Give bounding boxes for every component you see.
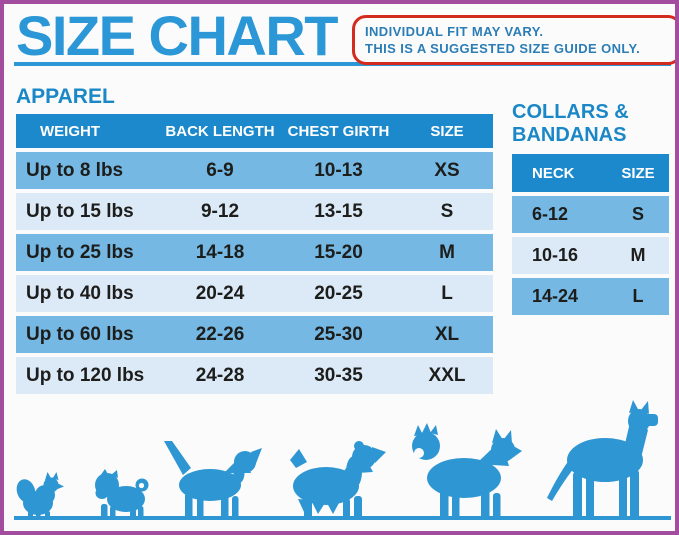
cell-size: XXL — [428, 364, 466, 386]
cell-back-length: 14-18 — [195, 241, 245, 263]
dog-pomeranian-icon — [16, 472, 64, 520]
collars-size-table: NECK SIZE 6-12 S 10-16 M 14-24 L — [512, 154, 669, 315]
apparel-section-heading: APPAREL — [16, 85, 115, 108]
table-row: Up to 60 lbs 22-26 25-30 XL — [16, 316, 493, 353]
cell-chest-girth: 13-15 — [314, 200, 363, 222]
cell-weight: Up to 8 lbs — [26, 159, 124, 181]
cell-size: M — [439, 241, 455, 263]
cell-chest-girth: 25-30 — [314, 323, 363, 345]
cell-weight: Up to 120 lbs — [26, 364, 145, 386]
cell-neck: 6-12 — [532, 204, 569, 224]
cell-chest-girth: 10-13 — [314, 159, 363, 181]
cell-size: S — [440, 200, 454, 222]
table-row: 10-16 M — [512, 237, 669, 274]
table-row: 6-12 S — [512, 196, 669, 233]
dog-cocker-spaniel-icon — [290, 441, 386, 520]
cell-chest-girth: 20-25 — [314, 282, 363, 304]
dog-pug-icon — [95, 469, 149, 520]
apparel-col-back-length: BACK LENGTH — [165, 122, 275, 140]
dog-beagle-icon — [164, 441, 262, 520]
apparel-table-header-row: WEIGHT BACK LENGTH CHEST GIRTH SIZE — [16, 114, 493, 148]
dog-great-dane-icon — [547, 400, 658, 520]
apparel-col-weight: WEIGHT — [40, 122, 100, 140]
cell-chest-girth: 15-20 — [314, 241, 363, 263]
disclaimer-line-2: THIS IS A SUGGESTED SIZE GUIDE ONLY. — [365, 41, 641, 56]
cell-weight: Up to 25 lbs — [26, 241, 134, 263]
cell-back-length: 9-12 — [200, 200, 240, 222]
cell-size: XL — [434, 323, 460, 345]
collars-col-neck: NECK — [532, 164, 575, 182]
apparel-size-table: WEIGHT BACK LENGTH CHEST GIRTH SIZE Up t… — [16, 114, 493, 394]
cell-size: M — [630, 245, 646, 265]
page-title: SIZE CHART — [16, 4, 339, 67]
cell-neck: 10-16 — [532, 245, 579, 265]
disclaimer-line-1: INDIVIDUAL FIT MAY VARY. — [365, 24, 544, 39]
collars-heading-line-1: COLLARS & — [512, 101, 629, 123]
table-row: Up to 15 lbs 9-12 13-15 S — [16, 193, 493, 230]
dog-husky-icon — [412, 423, 522, 520]
apparel-col-size: SIZE — [430, 122, 464, 140]
cell-size: L — [632, 286, 644, 306]
ground-line — [14, 516, 671, 520]
collars-table-header-row: NECK SIZE — [512, 154, 669, 192]
table-row: Up to 120 lbs 24-28 30-35 XXL — [16, 357, 493, 394]
table-row: Up to 25 lbs 14-18 15-20 M — [16, 234, 493, 271]
cell-back-length: 6-9 — [206, 159, 234, 181]
apparel-col-chest-girth: CHEST GIRTH — [287, 122, 390, 140]
cell-chest-girth: 30-35 — [314, 364, 363, 386]
disclaimer-box: INDIVIDUAL FIT MAY VARY. THIS IS A SUGGE… — [352, 15, 675, 65]
cell-size: S — [631, 204, 644, 224]
table-row: 14-24 L — [512, 278, 669, 315]
cell-weight: Up to 60 lbs — [26, 323, 134, 345]
title-underline — [14, 62, 671, 66]
cell-size: L — [441, 282, 453, 304]
cell-back-length: 20-24 — [195, 282, 245, 304]
table-row: Up to 40 lbs 20-24 20-25 L — [16, 275, 493, 312]
collars-col-size: SIZE — [621, 164, 655, 182]
cell-weight: Up to 40 lbs — [26, 282, 134, 304]
cell-weight: Up to 15 lbs — [26, 200, 134, 222]
cell-back-length: 22-26 — [195, 323, 245, 345]
collars-section-heading: COLLARS & BANDANAS — [512, 101, 672, 147]
cell-neck: 14-24 — [532, 286, 579, 306]
cell-size: XS — [434, 159, 460, 181]
collars-heading-line-2: BANDANAS — [512, 124, 627, 146]
cell-back-length: 24-28 — [195, 364, 245, 386]
table-row: Up to 8 lbs 6-9 10-13 XS — [16, 152, 493, 189]
